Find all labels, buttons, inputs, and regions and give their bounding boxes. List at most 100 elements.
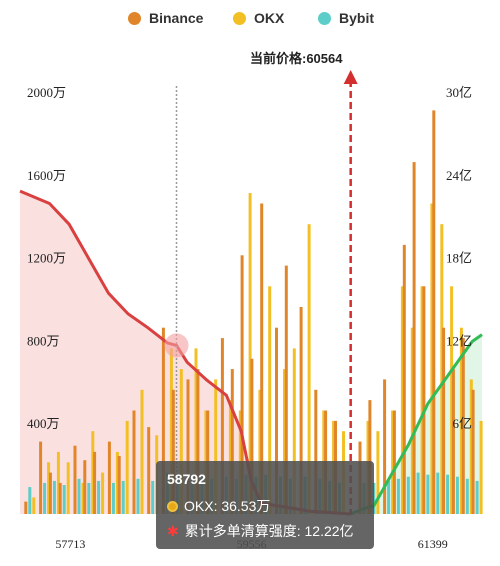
bar-okx-8[interactable] — [125, 420, 129, 514]
bar-bybit-7[interactable] — [111, 482, 115, 514]
bar-okx-28[interactable] — [376, 431, 380, 514]
bar-bybit-2[interactable] — [52, 480, 56, 514]
bar-bybit-32[interactable] — [416, 472, 420, 514]
bar-okx-7[interactable] — [115, 451, 119, 514]
bar-okx-35[interactable] — [450, 286, 454, 514]
y-left-tick-3: 1600万 — [27, 168, 66, 183]
bar-binance-1[interactable] — [39, 441, 43, 514]
x-tick-0: 57713 — [55, 537, 85, 551]
bar-binance-30[interactable] — [392, 410, 396, 515]
bar-binance-20[interactable] — [260, 203, 264, 515]
bar-bybit-5[interactable] — [87, 482, 91, 514]
bar-binance-24[interactable] — [314, 389, 318, 514]
bar-bybit-6[interactable] — [97, 480, 101, 514]
bar-okx-23[interactable] — [307, 224, 311, 514]
bar-binance-21[interactable] — [275, 327, 278, 514]
bar-binance-17[interactable] — [230, 369, 234, 514]
bar-bybit-38[interactable] — [475, 480, 479, 514]
bar-okx-5[interactable] — [91, 431, 95, 514]
bar-okx-18[interactable] — [248, 193, 252, 514]
bar-bybit-35[interactable] — [446, 474, 450, 514]
bar-binance-11[interactable] — [161, 327, 165, 514]
bar-okx-31[interactable] — [410, 327, 414, 514]
bar-binance-16[interactable] — [220, 338, 224, 514]
legend-item-binance[interactable]: Binance — [128, 10, 203, 26]
bar-okx-37[interactable] — [469, 379, 473, 514]
bar-binance-36[interactable] — [451, 369, 455, 514]
bar-okx-1[interactable] — [47, 462, 51, 515]
bar-bybit-33[interactable] — [426, 474, 430, 514]
bar-okx-13[interactable] — [194, 348, 198, 514]
bar-okx-3[interactable] — [66, 462, 70, 515]
bar-binance-33[interactable] — [422, 286, 426, 514]
legend-item-bybit[interactable]: Bybit — [318, 10, 374, 26]
bar-okx-12[interactable] — [179, 369, 183, 514]
legend-item-okx[interactable]: OKX — [233, 10, 284, 26]
bar-okx-21[interactable] — [283, 369, 286, 514]
bar-okx-38[interactable] — [479, 420, 483, 514]
bar-bybit-34[interactable] — [436, 472, 440, 514]
bar-binance-6[interactable] — [93, 451, 97, 514]
bar-binance-31[interactable] — [402, 244, 406, 514]
bar-binance-29[interactable] — [383, 379, 387, 514]
bar-binance-12[interactable] — [171, 389, 175, 514]
bar-bybit-0[interactable] — [28, 487, 32, 514]
bar-bybit-30[interactable] — [396, 478, 400, 514]
bar-okx-34[interactable] — [440, 224, 444, 514]
hover-point-marker[interactable] — [164, 333, 189, 358]
bar-binance-7[interactable] — [107, 441, 111, 514]
bar-okx-9[interactable] — [140, 389, 144, 514]
bar-okx-6[interactable] — [101, 472, 105, 514]
bar-binance-38[interactable] — [471, 389, 475, 514]
bar-bybit-9[interactable] — [136, 478, 140, 514]
bar-binance-0[interactable] — [24, 501, 28, 514]
bar-binance-19[interactable] — [250, 358, 254, 515]
bar-bybit-1[interactable] — [43, 482, 47, 514]
bar-bybit-8[interactable] — [121, 480, 125, 514]
bar-binance-18[interactable] — [240, 255, 244, 515]
bar-binance-23[interactable] — [299, 307, 303, 514]
bar-okx-2[interactable] — [56, 451, 60, 514]
bar-binance-4[interactable] — [73, 445, 77, 514]
bar-binance-34[interactable] — [432, 110, 436, 515]
bar-okx-36[interactable] — [459, 327, 463, 514]
bar-binance-13[interactable] — [186, 379, 190, 514]
bybit-dot-icon — [318, 11, 331, 25]
bar-binance-5[interactable] — [83, 460, 87, 514]
bar-okx-30[interactable] — [400, 286, 404, 514]
tooltip-okx-value: OKX: 36.53万 — [184, 498, 271, 514]
bar-binance-9[interactable] — [132, 410, 136, 515]
bar-okx-32[interactable] — [420, 286, 424, 514]
bar-okx-0[interactable] — [32, 497, 36, 514]
bar-binance-14[interactable] — [196, 369, 200, 514]
tooltip-row-cumulative: ✱ 累计多单清算强度: 12.22亿 — [167, 521, 354, 541]
bar-okx-19[interactable] — [258, 389, 262, 514]
bar-bybit-29[interactable] — [387, 480, 391, 514]
bar-bybit-36[interactable] — [455, 476, 459, 514]
bar-bybit-4[interactable] — [77, 478, 81, 514]
bar-okx-15[interactable] — [214, 379, 218, 514]
bar-binance-37[interactable] — [461, 338, 465, 514]
bar-binance-10[interactable] — [147, 427, 151, 514]
y-right-tick-0: 6亿 — [452, 416, 472, 431]
bar-bybit-10[interactable] — [151, 480, 155, 514]
bar-bybit-31[interactable] — [406, 476, 410, 514]
bar-okx-20[interactable] — [268, 286, 272, 514]
bar-okx-4[interactable] — [81, 482, 85, 514]
bar-binance-28[interactable] — [368, 400, 372, 514]
bar-bybit-37[interactable] — [465, 478, 469, 514]
bar-okx-29[interactable] — [391, 410, 395, 515]
bar-binance-8[interactable] — [117, 456, 121, 514]
bar-okx-11[interactable] — [169, 348, 173, 514]
bar-binance-3[interactable] — [58, 482, 62, 514]
bar-binance-22[interactable] — [284, 265, 288, 514]
bar-binance-35[interactable] — [442, 327, 446, 514]
binance-dot-icon — [128, 11, 141, 25]
bar-binance-32[interactable] — [412, 162, 416, 514]
bar-okx-16[interactable] — [228, 400, 232, 514]
bar-okx-33[interactable] — [430, 203, 434, 515]
short-liquidation-area — [350, 334, 482, 514]
bar-bybit-3[interactable] — [62, 485, 66, 514]
bar-okx-22[interactable] — [292, 348, 296, 514]
bar-binance-2[interactable] — [48, 472, 52, 514]
